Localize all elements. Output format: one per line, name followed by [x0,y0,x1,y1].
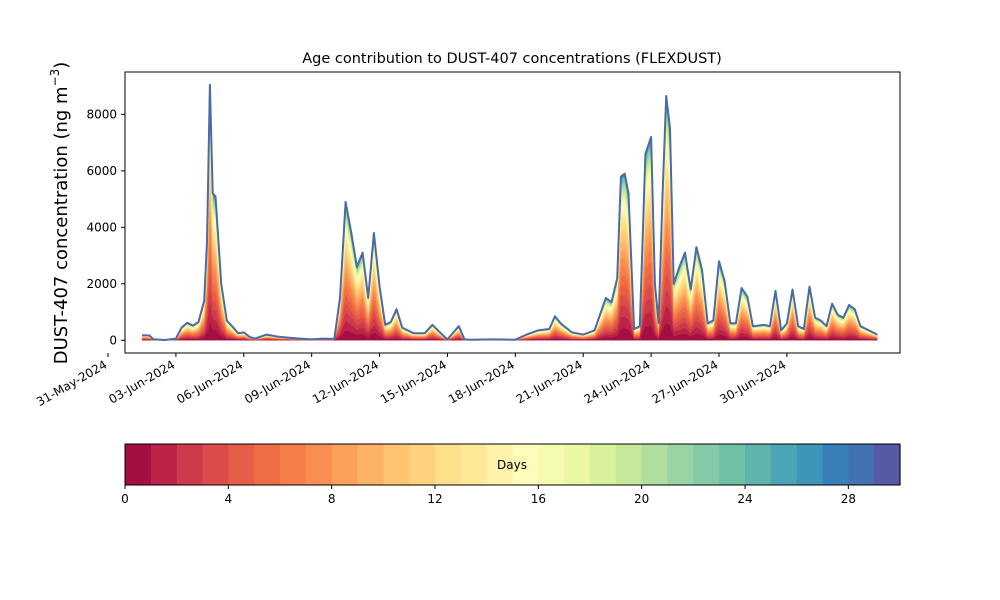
x-tick-label: 09-Jun-2024 [242,357,313,406]
colorbar-bin-10 [383,444,410,485]
y-axis-ticks: 0 2000 4000 6000 8000 [86,107,125,347]
colorbar-bin-9 [357,444,384,485]
colorbar-bin-17 [564,444,591,485]
x-tick-label: 30-Jun-2024 [717,357,788,406]
colorbar [125,444,901,485]
colorbar-bin-6 [280,444,307,485]
x-tick-label: 27-Jun-2024 [649,357,720,406]
colorbar-bin-23 [719,444,746,485]
age-layer-29 [142,84,878,341]
colorbar-bin-19 [615,444,643,485]
x-axis-ticks: 31-May-202403-Jun-202406-Jun-202409-Jun-… [34,353,788,409]
colorbar-bin-3 [202,444,229,485]
colorbar-bin-2 [176,444,204,485]
plot-area [141,83,878,341]
colorbar-bin-7 [305,444,333,485]
total-concentration-line [141,83,878,341]
colorbar-bin-1 [150,444,178,485]
y-axis-label: DUST-407 concentration (ng m−3) [48,62,72,365]
plot-frame [124,71,901,354]
age-layer-11 [142,167,878,341]
age-layer-7 [142,213,878,341]
colorbar-bin-20 [641,444,669,485]
age-layer-9 [142,189,878,341]
colorbar-bin-27 [822,444,849,485]
y-tick-label: 2000 [86,277,117,291]
age-layer-28 [142,84,878,341]
colorbar-bin-13 [460,444,488,485]
age-layer-0 [142,321,878,341]
age-layer-24 [142,89,878,341]
y-tick-label: 6000 [86,164,117,178]
colorbar-bin-26 [796,444,824,485]
colorbar-bin-11 [409,444,436,485]
x-tick-label: 24-Jun-2024 [582,357,653,406]
age-layer-3 [142,271,878,341]
colorbar-tick-label: 4 [225,492,233,506]
x-tick-label: 06-Jun-2024 [174,357,245,406]
x-tick-label: 21-Jun-2024 [514,357,585,406]
age-layer-18 [142,112,878,341]
colorbar-bin-25 [770,444,798,485]
svg-text:DUST-407 concentration (ng m−3: DUST-407 concentration (ng m−3) [48,62,72,365]
x-tick-label: 18-Jun-2024 [446,357,517,406]
colorbar-bin-22 [693,444,720,485]
colorbar-ticks: 0 4 8 12 16 20 24 28 [121,485,856,506]
x-tick-label: 03-Jun-2024 [106,357,177,406]
colorbar-bin-16 [538,444,565,485]
age-layer-17 [142,118,878,341]
age-layer-5 [142,241,878,341]
colorbar-frame [124,443,901,486]
age-layer-21 [142,98,878,341]
x-tick-label: 15-Jun-2024 [378,357,449,406]
colorbar-bin-21 [667,444,694,485]
colorbar-tick-label: 8 [328,492,336,506]
colorbar-tick-label: 12 [427,492,442,506]
age-layer-1 [142,304,878,341]
age-layer-22 [142,95,878,341]
colorbar-tick-label: 24 [737,492,752,506]
age-layer-2 [142,287,878,341]
colorbar-tick-label: 0 [121,492,129,506]
age-layer-4 [142,255,878,341]
age-layer-15 [142,132,878,341]
age-layer-23 [142,92,878,341]
colorbar-bin-14 [486,444,514,485]
colorbar-tick-label: 16 [531,492,546,506]
colorbar-tick-label: 28 [841,492,856,506]
colorbar-bin-4 [228,444,255,485]
age-layer-6 [142,227,878,341]
age-layer-13 [142,148,878,341]
colorbar-bin-24 [745,444,772,485]
colorbar-bin-29 [874,444,901,485]
age-layer-25 [142,87,878,341]
age-layer-8 [142,201,878,341]
colorbar-bin-5 [254,444,281,485]
age-layer-16 [142,125,878,341]
colorbar-label: Days [497,458,527,472]
age-layer-26 [142,86,878,341]
y-axis-label-superscript: −3 [48,69,62,87]
age-layer-12 [142,158,878,341]
y-tick-label: 0 [109,333,117,347]
colorbar-bin-8 [331,444,359,485]
x-tick-label: 12-Jun-2024 [310,357,381,406]
y-tick-label: 8000 [86,107,117,121]
age-layer-14 [142,140,878,341]
age-layer-20 [142,102,878,341]
colorbar-bin-12 [435,444,462,485]
y-axis-label-close: ) [51,62,72,69]
colorbar-bin-15 [512,444,539,485]
colorbar-bin-18 [590,444,617,485]
chart-title: Age contribution to DUST-407 concentrati… [302,51,722,67]
age-layer-27 [142,85,878,341]
age-layer-19 [142,107,878,341]
age-layer-10 [142,178,878,341]
y-axis-label-text: DUST-407 concentration (ng m [51,86,72,364]
colorbar-tick-label: 20 [634,492,649,506]
y-tick-label: 4000 [86,220,117,234]
colorbar-bin-0 [125,444,152,485]
colorbar-bin-28 [848,444,875,485]
